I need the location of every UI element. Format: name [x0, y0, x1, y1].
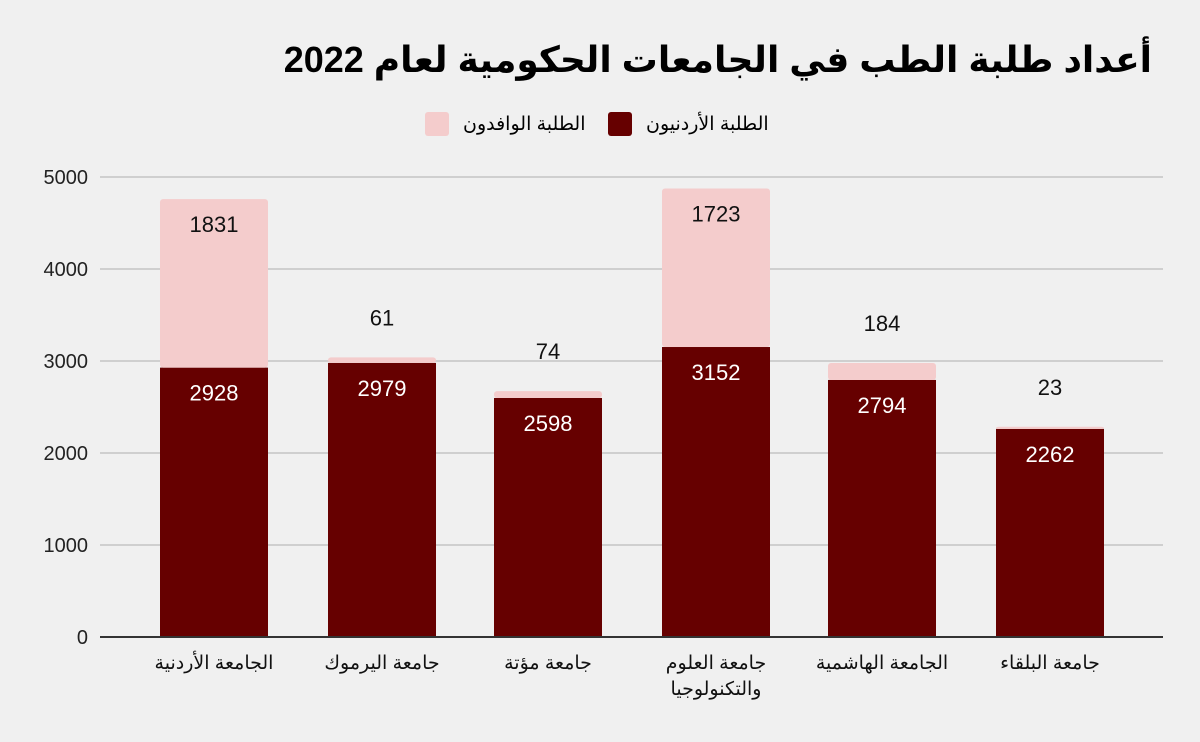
- legend-label-international: الطلبة الوافدون: [463, 113, 586, 135]
- x-tick-label: الجامعة الهاشمية: [816, 653, 948, 674]
- bar-segment-jordanian: [828, 379, 936, 637]
- bar-segment-international: [328, 357, 436, 363]
- y-tick-label: 5000: [44, 167, 89, 189]
- bar-segment-international: [828, 363, 936, 380]
- bar-segment-jordanian: [160, 367, 268, 637]
- legend-label-jordanian: الطلبة الأردنيون: [646, 113, 769, 135]
- data-label-international: 1723: [692, 202, 741, 227]
- data-label-jordanian: 2598: [524, 411, 573, 436]
- y-tick-label: 4000: [44, 259, 89, 281]
- bar-segment-international: [996, 426, 1104, 429]
- bar-segment-jordanian: [494, 397, 602, 637]
- bar-segment-jordanian: [662, 347, 770, 637]
- bar-segment-international: [662, 188, 770, 348]
- x-tick-label: الجامعة الأردنية: [155, 651, 274, 674]
- bar-segment-jordanian: [328, 362, 436, 637]
- bar-segment-jordanian: [996, 428, 1104, 637]
- legend-item-jordanian: الطلبة الأردنيون: [608, 110, 769, 138]
- chart-title: أعداد طلبة الطب في الجامعات الحكومية لعا…: [283, 39, 1152, 80]
- x-tick-label: والتكنولوجيا: [671, 679, 762, 700]
- bar-segment-international: [160, 199, 268, 368]
- x-tick-label: جامعة البلقاء: [1000, 653, 1100, 674]
- x-tick-label: جامعة مؤتة: [504, 653, 592, 674]
- x-tick-label: جامعة اليرموك: [324, 653, 439, 674]
- data-label-jordanian: 2979: [358, 376, 407, 401]
- legend-swatch-jordanian: [608, 112, 632, 136]
- y-tick-label: 2000: [44, 443, 89, 465]
- x-tick-label: جامعة العلوم: [666, 653, 766, 674]
- y-tick-label: 0: [77, 627, 88, 649]
- data-label-international: 1831: [190, 212, 239, 237]
- data-label-international: 61: [370, 305, 394, 330]
- data-label-jordanian: 2262: [1026, 442, 1075, 467]
- data-label-jordanian: 2928: [190, 381, 239, 406]
- legend-item-international: الطلبة الوافدون: [425, 110, 586, 138]
- legend-swatch-international: [425, 112, 449, 136]
- y-tick-label: 1000: [44, 535, 89, 557]
- chart-legend: الطلبة الأردنيون الطلبة الوافدون: [0, 110, 1200, 138]
- data-label-jordanian: 2794: [858, 393, 907, 418]
- data-label-international: 184: [864, 311, 901, 336]
- bar-segment-international: [494, 391, 602, 398]
- y-tick-label: 3000: [44, 351, 89, 373]
- data-label-international: 74: [536, 339, 560, 364]
- data-label-international: 23: [1038, 375, 1062, 400]
- data-label-jordanian: 3152: [692, 360, 741, 385]
